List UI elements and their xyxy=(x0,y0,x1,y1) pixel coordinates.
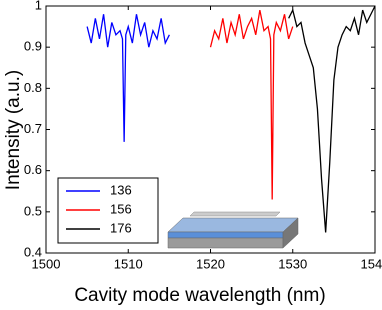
x-axis-label: Cavity mode wavelength (nm) xyxy=(74,285,325,306)
y-tick-label: 0.9 xyxy=(24,39,42,54)
data-line xyxy=(288,5,376,233)
y-axis-label: Intensity (a.u.) xyxy=(3,70,24,190)
y-tick-label: 0.8 xyxy=(24,80,42,95)
y-tick-label: 0.5 xyxy=(24,203,42,218)
legend-label: 176 xyxy=(110,220,132,235)
plot-frame xyxy=(45,5,376,254)
legend-label: 136 xyxy=(110,182,132,197)
x-tick-label: 1530 xyxy=(278,256,307,271)
x-tick-label: 1520 xyxy=(196,256,225,271)
x-tick-label: 1510 xyxy=(114,256,143,271)
y-tick-label: 0.6 xyxy=(24,162,42,177)
y-tick-label: 0.7 xyxy=(24,121,42,136)
y-tick-label: 1 xyxy=(35,0,42,12)
plot-lines xyxy=(86,5,376,233)
data-line xyxy=(209,9,294,200)
y-tick-label: 0.4 xyxy=(24,244,42,259)
data-line xyxy=(86,14,170,142)
device-inset xyxy=(167,211,299,249)
legend-label: 156 xyxy=(110,201,132,216)
x-tick-label: 1540 xyxy=(361,256,382,271)
x-tick-label: 1500 xyxy=(32,256,61,271)
